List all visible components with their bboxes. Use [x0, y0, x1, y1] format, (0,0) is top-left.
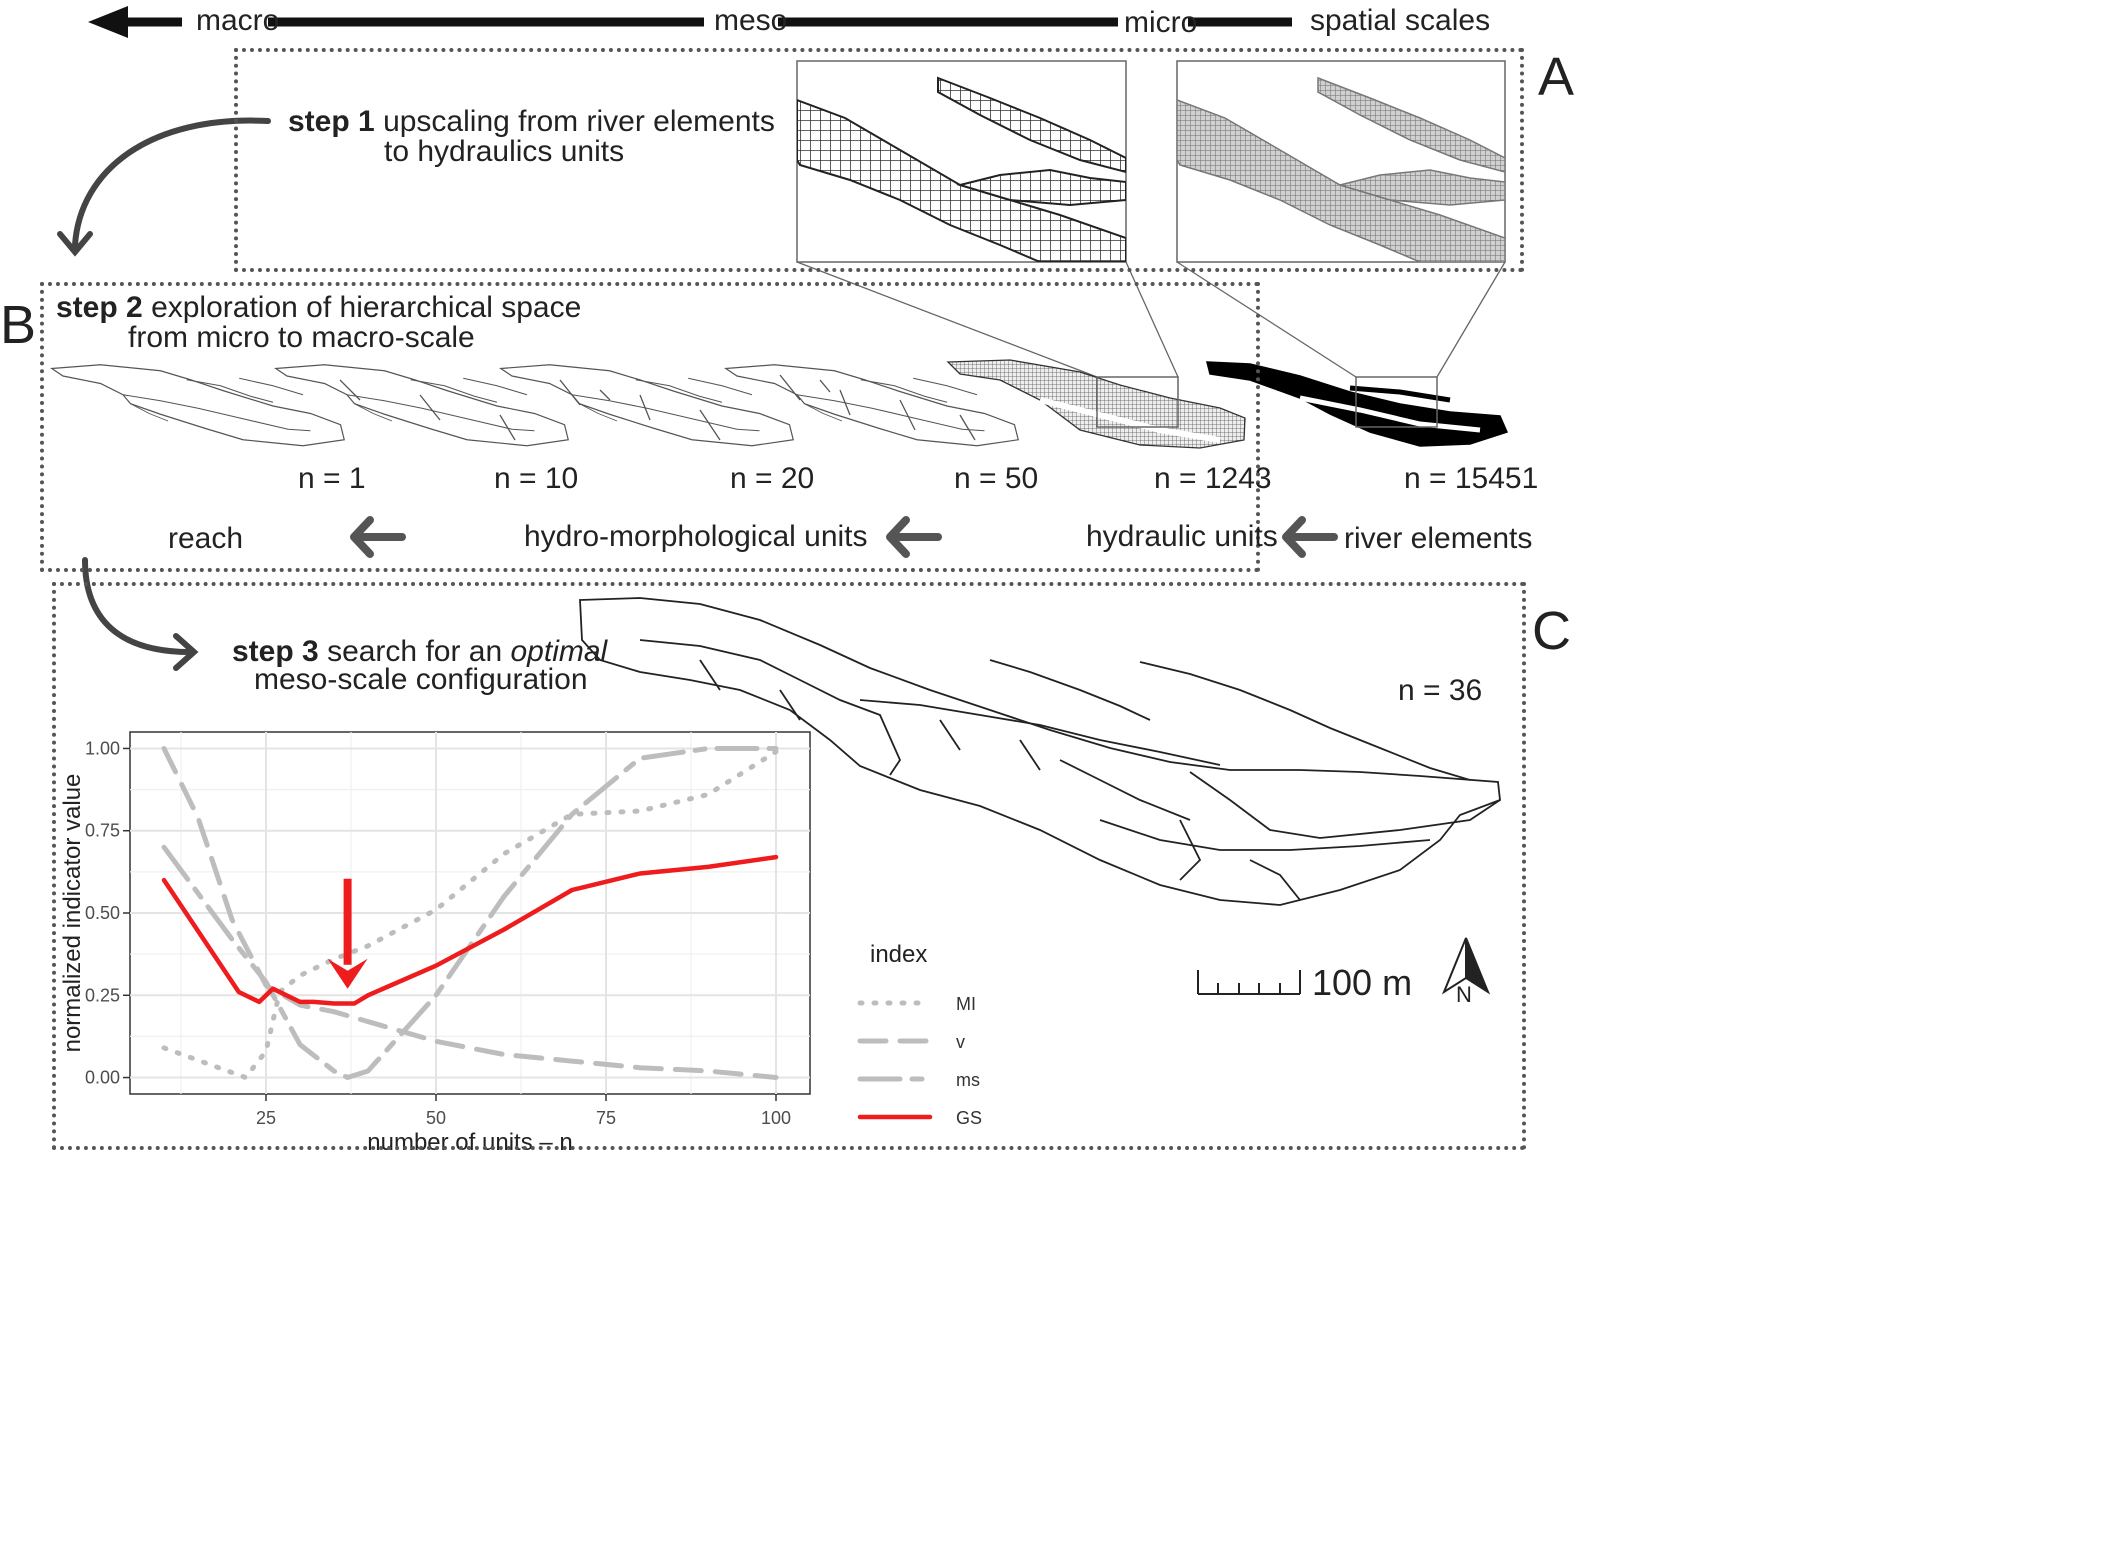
- scale-arrows: [350, 516, 1338, 558]
- y-tick-label: 0.25: [85, 985, 120, 1005]
- panel-letter-b: B: [0, 295, 37, 355]
- step3-text: step 3 search for an optimal: [232, 632, 607, 672]
- x-tick-label: 100: [761, 1108, 791, 1128]
- step1-bold: step 1: [288, 105, 375, 138]
- step3-line2: meso-scale configuration: [254, 663, 588, 696]
- thumbnail-n50: [725, 364, 1019, 447]
- north-arrow-icon: [1441, 937, 1491, 995]
- step3-line1-pre: search for an: [327, 635, 503, 668]
- step3-line1-italic: optimal: [510, 635, 608, 668]
- x-tick-label: 50: [426, 1108, 446, 1128]
- spatial-scale-axis: [88, 6, 1292, 38]
- y-axis-label: normalized indicator value: [59, 774, 86, 1053]
- y-tick-label: 0.75: [85, 821, 120, 841]
- y-tick-label: 0.00: [85, 1068, 120, 1088]
- step1-line2: to hydraulics units: [384, 135, 625, 168]
- panel-b-box: [40, 282, 1260, 572]
- panel-letter-a: A: [1538, 47, 1575, 107]
- thumbnail-n15451: [1206, 361, 1509, 447]
- scale-label-macro: macro: [196, 4, 280, 37]
- x-tick-label: 25: [256, 1108, 276, 1128]
- chart: 25 50 75 100 0.00 0.25 0.50 0.75 1.00 number of u…: [59, 731, 982, 1156]
- thumb-label-n15451: n = 15451: [1404, 462, 1539, 495]
- curved-arrow-step2-to-step3: [82, 557, 199, 671]
- thumb-label-n1: n = 1: [298, 462, 366, 495]
- x-axis-label: number of units – n: [367, 1129, 572, 1156]
- step3-bold: step 3: [232, 635, 319, 668]
- thumb-label-n20: n = 20: [730, 462, 815, 495]
- legend-label-gs: GS: [956, 1108, 982, 1128]
- zoom-connector-lines: [796, 261, 1506, 378]
- panel-c-box: [52, 582, 1526, 1150]
- step2-line2: from micro to macro-scale: [128, 321, 475, 354]
- thumbnail-n20: [500, 364, 794, 447]
- panel-a-zoom-hydraulic-units: [796, 60, 1127, 263]
- x-tick-label: 75: [596, 1108, 616, 1128]
- label-hydraulic-units: hydraulic units: [1086, 520, 1278, 553]
- legend-label-mi: MI: [956, 994, 976, 1014]
- thumb-label-n10: n = 10: [494, 462, 579, 495]
- series-line-ms: [161, 746, 779, 1080]
- large-map-n-label: n = 36: [1398, 674, 1483, 707]
- step2-text: step 2 exploration of hierarchical space: [56, 288, 581, 328]
- large-map-n36: [579, 597, 1501, 906]
- series-line-mi: [161, 749, 779, 1080]
- y-tick-label: 1.00: [85, 738, 120, 758]
- legend-title: index: [870, 941, 927, 968]
- panel-a-box: [234, 48, 1524, 272]
- legend-label-v: v: [956, 1032, 965, 1052]
- thumb-label-n50: n = 50: [954, 462, 1039, 495]
- curved-arrow-step1-to-step2: [57, 117, 271, 257]
- label-reach: reach: [168, 522, 244, 555]
- label-river-elements: river elements: [1344, 522, 1533, 555]
- series-line-v: [161, 746, 779, 1080]
- thumbnail-n1243: [946, 359, 1246, 449]
- scale-label-micro: micro: [1124, 6, 1198, 39]
- series-line-gs: [161, 854, 779, 1006]
- optimum-arrow-head: [327, 958, 368, 989]
- scale-label-meso: meso: [714, 4, 788, 37]
- step2-line1: exploration of hierarchical space: [151, 291, 582, 324]
- north-label: N: [1456, 982, 1472, 1007]
- panel-letter-c: C: [1532, 601, 1571, 661]
- legend-label-ms: ms: [956, 1070, 980, 1090]
- panel-a-zoom-river-elements: [1176, 60, 1506, 263]
- label-hydro-morphological-units: hydro-morphological units: [524, 520, 868, 553]
- step1-text: step 1 upscaling from river elements: [288, 102, 775, 142]
- map-scale-bar: [1197, 970, 1301, 995]
- step2-bold: step 2: [56, 291, 143, 324]
- thumb-label-n1243: n = 1243: [1154, 462, 1272, 495]
- thumbnail-n10: [275, 364, 569, 447]
- scale-title: spatial scales: [1310, 4, 1491, 37]
- step1-line1: upscaling from river elements: [383, 105, 775, 138]
- y-tick-label: 0.50: [85, 903, 120, 923]
- scalebar-label: 100 m: [1312, 962, 1413, 1003]
